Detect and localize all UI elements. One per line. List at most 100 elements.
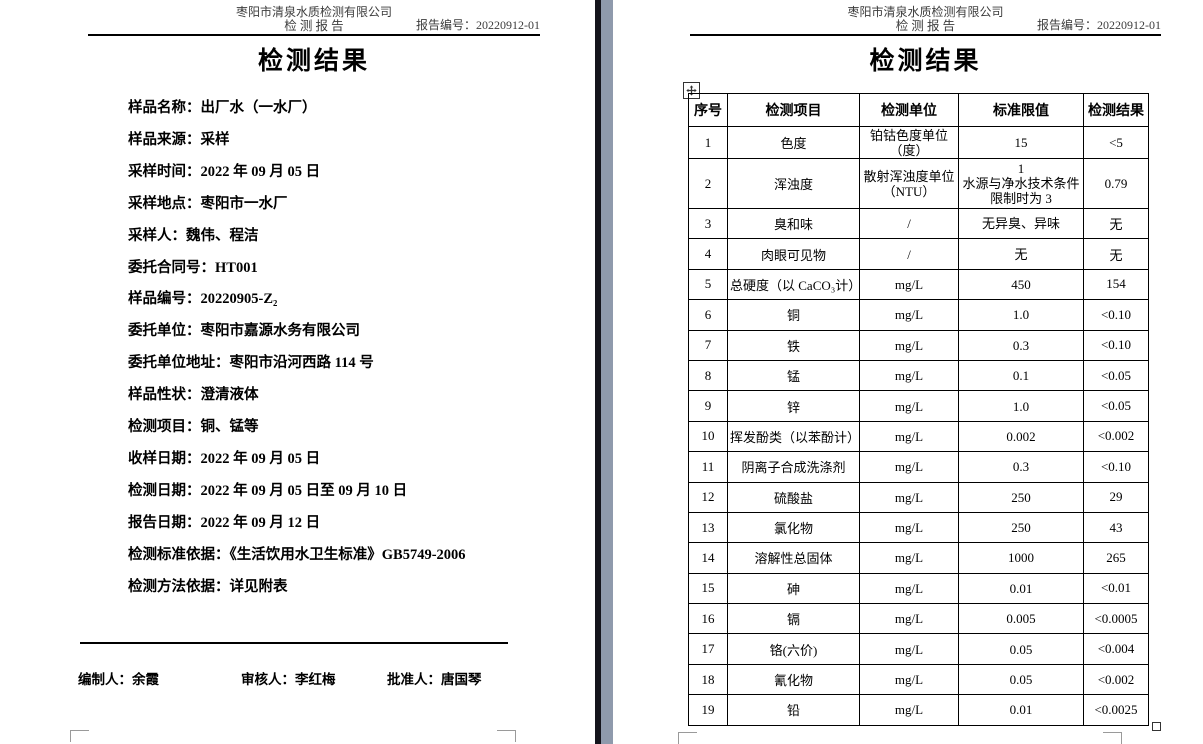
field-value: 2022 年 09 月 05 日至 09 月 10 日 (200, 482, 408, 499)
cell-result: 43 (1083, 511, 1149, 544)
cell-no: 10 (688, 420, 728, 453)
table-resize-handle-icon[interactable] (1152, 722, 1161, 731)
cell-limit: 无异臭、异味 (958, 207, 1084, 240)
col-header-limit: 标准限值 (958, 93, 1084, 127)
cell-no: 16 (688, 603, 728, 635)
pane-divider (595, 0, 601, 744)
sample-info-fields: 样品名称：出厂水（一水厂） 样品来源：采样 采样时间： 2022 年 09 月 0… (128, 93, 575, 604)
table-row: 17 铬(六价) mg/L 0.05 <0.004 (688, 633, 1149, 665)
field-value: HT001 (215, 259, 258, 276)
cell-unit: mg/L (859, 359, 959, 392)
field-line: 委托单位地址：枣阳市沿河西路 114 号 (128, 348, 575, 380)
cell-unit: / (859, 238, 959, 270)
cell-unit: 铂钴色度单位 （度） (859, 126, 959, 159)
table-row: 14 溶解性总固体 mg/L 1000 265 (688, 542, 1149, 574)
table-row: 5 总硬度（以 CaCO₃计） mg/L 450 154 (688, 268, 1149, 301)
cell-no: 3 (688, 207, 728, 240)
cell-limit: 0.01 (958, 694, 1084, 726)
table-row: 13 氯化物 mg/L 250 43 (688, 511, 1149, 544)
cell-no: 17 (688, 633, 728, 665)
signature-col: 审核人：李红梅 (241, 668, 387, 688)
field-line: 样品性状：澄清液体 (128, 380, 575, 412)
col-header-result: 检测结果 (1083, 93, 1149, 127)
company-name: 枣阳市清泉水质检测有限公司 (235, 5, 392, 19)
cell-item: 臭和味 (727, 207, 860, 240)
signature-role: 编制人： (78, 672, 132, 687)
cell-result: 265 (1083, 542, 1149, 574)
signature-name: 唐国琴 (441, 672, 482, 687)
scrollbar[interactable] (601, 0, 613, 744)
field-label: 委托单位地址： (128, 355, 230, 372)
cell-item: 浑浊度 (727, 158, 860, 209)
table-row: 7 铁 mg/L 0.3 <0.10 (688, 329, 1149, 361)
cell-item: 肉眼可见物 (727, 238, 860, 270)
field-line: 检测方法依据：详见附表 (128, 572, 575, 604)
table-row: 15 砷 mg/L 0.01 <0.01 (688, 572, 1149, 605)
cell-limit: 0.1 (958, 359, 1084, 392)
cell-result: <0.002 (1083, 663, 1149, 696)
cell-no: 7 (688, 329, 728, 361)
field-value: 详见附表 (229, 578, 288, 595)
cell-unit: mg/L (859, 268, 959, 301)
cell-limit: 1.0 (958, 299, 1084, 331)
field-label: 采样地点： (128, 195, 201, 212)
cell-limit: 0.002 (958, 420, 1084, 453)
cell-no: 2 (688, 158, 728, 209)
cell-unit: mg/L (859, 572, 959, 605)
cell-result: 29 (1083, 481, 1149, 513)
field-line: 采样地点：枣阳市一水厂 (128, 189, 575, 221)
cell-item: 锰 (727, 359, 860, 392)
cell-no: 12 (688, 481, 728, 513)
field-value: 出厂水（一水厂） (200, 100, 317, 116)
field-line: 检测项目：铜、锰等 (128, 412, 575, 444)
field-value: 采样 (200, 131, 230, 148)
table-row: 2 浑浊度 散射浑浊度单位 （NTU） 1 水源与净水技术条件限制时为 3 0.… (688, 158, 1149, 209)
signature-role: 批准人： (387, 672, 441, 687)
field-value: 2022 年 09 月 05 日 (200, 450, 321, 467)
report-number: 报告编号：20220912-01 (1037, 18, 1161, 32)
footer-divider-line (80, 642, 508, 644)
cell-limit: 0.05 (958, 633, 1084, 665)
field-label: 委托单位： (128, 323, 201, 340)
cell-item: 铜 (727, 299, 860, 331)
signature-col: 批准人：唐国琴 (387, 668, 482, 688)
cell-limit: 0.01 (958, 572, 1084, 605)
cell-unit: mg/L (859, 451, 959, 483)
field-label: 采样时间： (128, 163, 201, 180)
table-header-row: 序号 检测项目 检测单位 标准限值 检测结果 (688, 93, 1149, 127)
table-row: 4 肉眼可见物 / 无 无 (688, 238, 1149, 270)
cell-unit: mg/L (859, 299, 959, 331)
page-title: 检测结果 (257, 47, 370, 75)
doc-type-label: 检 测 报 告 (284, 19, 344, 33)
field-line: 检测标准依据：《生活饮用水卫生标准》GB5749-2006 (128, 540, 575, 572)
field-value: 铜、锰等 (200, 419, 259, 436)
cell-result: <0.10 (1083, 329, 1149, 361)
cell-item: 总硬度（以 CaCO₃计） (727, 268, 860, 301)
field-line: 样品来源：采样 (128, 125, 575, 157)
cell-no: 13 (688, 511, 728, 544)
cell-no: 15 (688, 572, 728, 605)
cell-item: 硫酸盐 (727, 481, 860, 513)
cell-no: 11 (688, 451, 728, 483)
cell-no: 4 (688, 238, 728, 270)
page-title: 检测结果 (869, 47, 982, 75)
field-line: 收样日期：2022 年 09 月 05 日 (128, 444, 575, 476)
table-row: 3 臭和味 / 无异臭、异味 无 (688, 207, 1149, 240)
table-row: 19 铅 mg/L 0.01 <0.0025 (688, 694, 1149, 726)
company-name: 枣阳市清泉水质检测有限公司 (847, 5, 1004, 19)
cell-result: <0.05 (1083, 390, 1149, 422)
cell-limit: 15 (958, 126, 1084, 159)
cell-result: <0.004 (1083, 633, 1149, 665)
signature-name: 余霞 (132, 672, 159, 687)
cell-limit: 1.0 (958, 390, 1084, 422)
cell-unit: mg/L (859, 329, 959, 361)
field-label: 检测方法依据： (128, 578, 230, 595)
cell-result: <0.0025 (1083, 694, 1149, 726)
field-line: 样品名称：出厂水（一水厂） (128, 93, 575, 125)
col-header-unit: 检测单位 (859, 93, 959, 127)
cell-result: 无 (1083, 238, 1149, 270)
text-boundary-mark (497, 730, 516, 742)
field-line: 委托合同号：HT001 (128, 253, 575, 285)
field-line: 采样人：魏伟、程洁 (128, 221, 575, 253)
cell-unit: mg/L (859, 633, 959, 665)
